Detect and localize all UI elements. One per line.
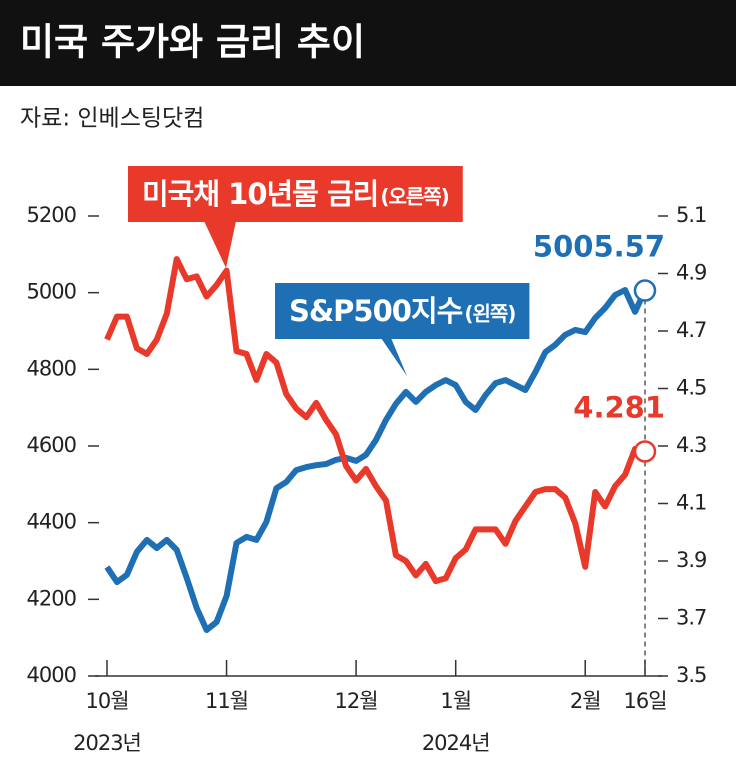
x-tick-label: 2월 bbox=[570, 689, 601, 713]
y2-tick-label: 4.3 bbox=[676, 433, 706, 457]
y-tick-label: 4400 bbox=[27, 510, 76, 534]
y2-tick-label: 3.7 bbox=[676, 606, 706, 630]
y2-tick-label: 4.7 bbox=[676, 318, 706, 342]
y-tick-label: 5200 bbox=[27, 203, 76, 227]
y-tick-label: 4200 bbox=[27, 586, 76, 610]
legend-pointer bbox=[381, 338, 407, 376]
y-tick-label: 4800 bbox=[27, 356, 76, 380]
x-tick-label: 10월 bbox=[85, 689, 128, 713]
end-marker bbox=[633, 440, 657, 463]
legend-callout: S&P500지수 (왼쪽) bbox=[275, 283, 530, 376]
title-bar bbox=[0, 0, 736, 86]
series-line bbox=[104, 256, 646, 585]
x-tick-label: 1월 bbox=[440, 689, 471, 713]
y-tick-label: 4000 bbox=[27, 663, 76, 687]
y2-tick-label: 3.9 bbox=[676, 548, 706, 572]
end-value-label: 5005.57 bbox=[533, 230, 665, 264]
legend-box bbox=[128, 166, 463, 222]
x-tick-label: 16일 bbox=[623, 689, 666, 713]
source: 자료: 인베스팅닷컴 bbox=[20, 106, 204, 132]
chart-title: 미국 주가와 금리 추이 bbox=[20, 21, 365, 64]
legend-axis-note: (왼쪽) bbox=[464, 302, 515, 326]
y-tick-label: 5000 bbox=[27, 280, 76, 304]
y2-tick-label: 4.1 bbox=[676, 491, 706, 515]
x-tick-label: 11월 bbox=[205, 689, 248, 713]
legend-box bbox=[275, 283, 530, 339]
y-tick-label: 4600 bbox=[27, 433, 76, 457]
legend-axis-note: (오른쪽) bbox=[380, 185, 448, 209]
legend-label: 미국채 10년물 금리 bbox=[142, 177, 378, 211]
end-marker bbox=[633, 279, 657, 302]
x-year-label: 2024년 bbox=[422, 731, 490, 755]
end-value-label: 4.281 bbox=[573, 390, 665, 424]
legend-pointer bbox=[204, 221, 236, 268]
x-tick-label: 12월 bbox=[335, 689, 378, 713]
y2-tick-label: 4.9 bbox=[676, 261, 706, 285]
x-year-label: 2023년 bbox=[73, 731, 141, 755]
legend-callout: 미국채 10년물 금리 (오른쪽) bbox=[128, 166, 463, 268]
legend-label: S&P500지수 bbox=[289, 294, 463, 328]
y2-tick-label: 3.5 bbox=[676, 663, 706, 687]
y2-tick-label: 4.5 bbox=[676, 376, 706, 400]
series-line bbox=[104, 287, 648, 633]
y2-tick-label: 5.1 bbox=[676, 203, 706, 227]
